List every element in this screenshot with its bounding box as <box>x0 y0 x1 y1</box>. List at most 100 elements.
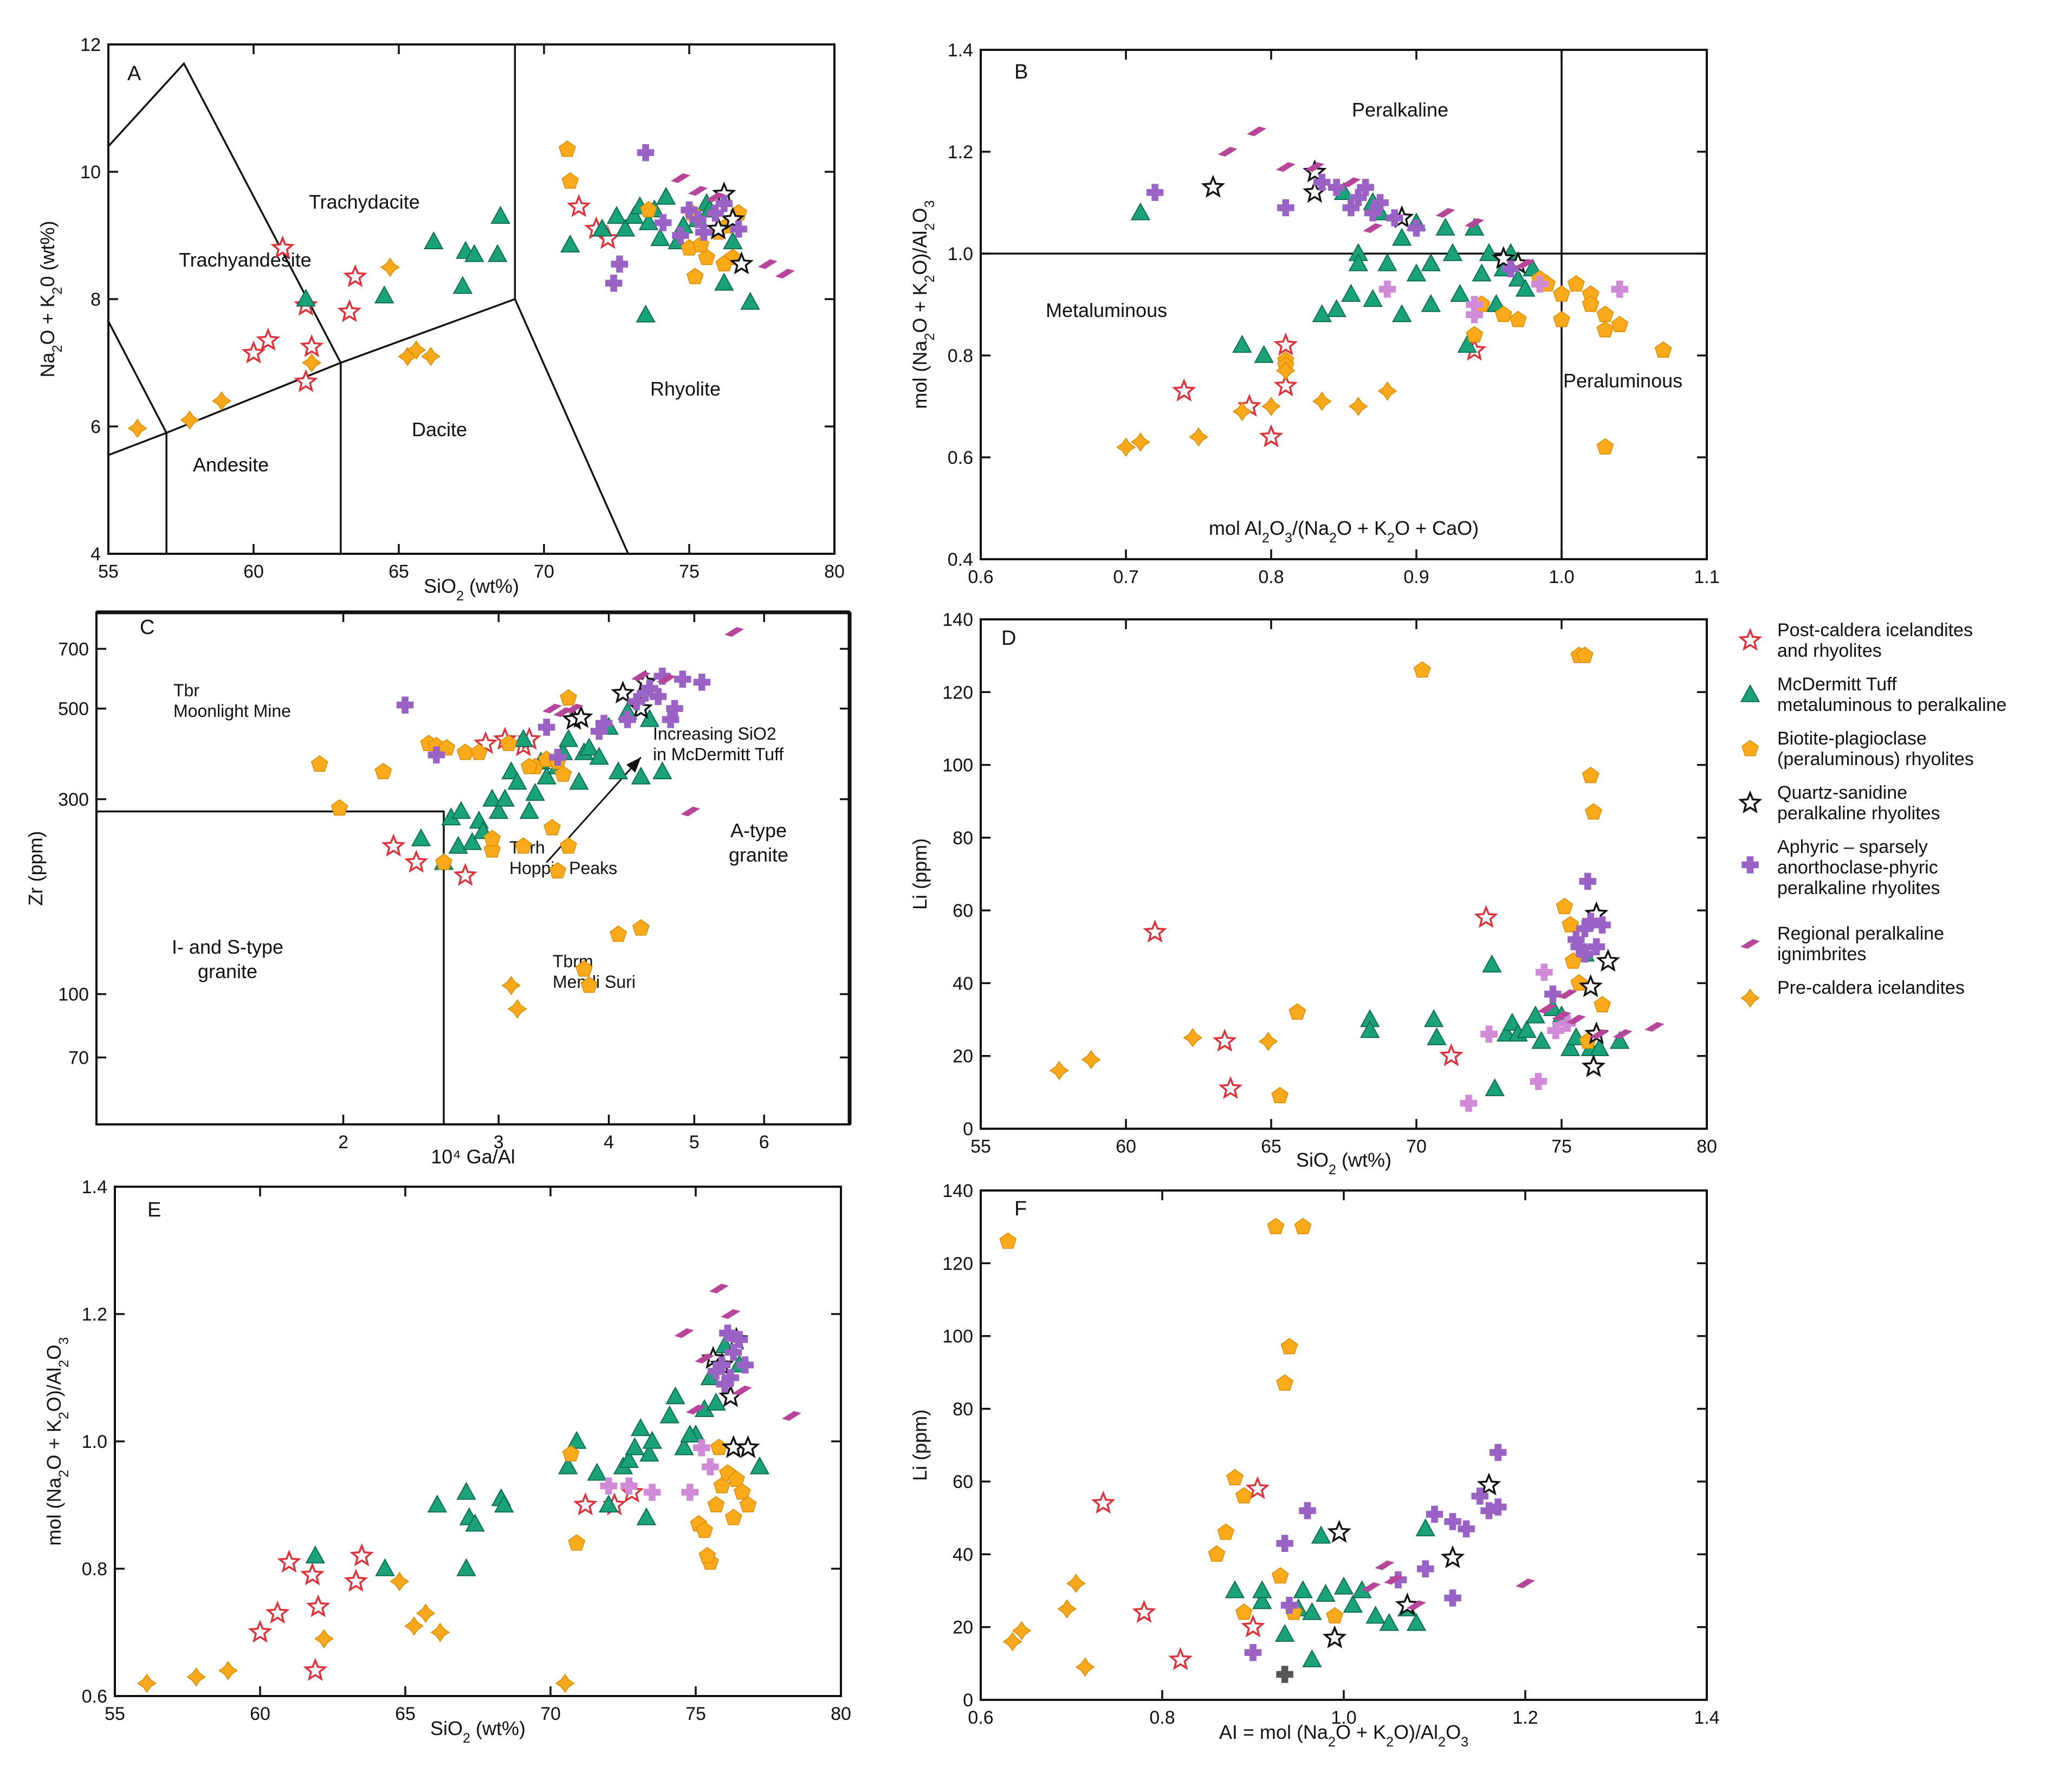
point-aphyric <box>662 711 679 728</box>
point-aphyric <box>724 1343 742 1361</box>
point-post-caldera <box>1171 378 1196 402</box>
point-regional <box>695 1354 715 1364</box>
point-post-caldera <box>1218 1076 1243 1099</box>
point-regional <box>1247 126 1267 137</box>
point-mcdermitt <box>1457 334 1477 353</box>
point-mcdermitt <box>1348 253 1368 271</box>
point-mcdermitt <box>1482 954 1502 973</box>
point-mcdermitt <box>411 828 431 846</box>
point-post-caldera <box>256 327 281 351</box>
point-post-caldera <box>573 1492 598 1516</box>
point-post-caldera <box>473 731 498 754</box>
point-biotite <box>562 1445 580 1461</box>
point-regional <box>724 627 744 637</box>
axis-ticks-d: 55 60 65 70 75 80 0 20 40 60 80 100 120 140 <box>942 610 1717 1157</box>
panel-a: 55 60 65 70 75 80 4 6 8 10 12 SiO2 (wt%) Na2O + K20 … <box>36 35 845 604</box>
x-tick-label: 75 <box>679 561 700 582</box>
point-biotite <box>1271 1086 1288 1104</box>
arrow-head <box>626 757 641 773</box>
x-tick-label: 55 <box>970 1136 991 1157</box>
data-points-d <box>1049 646 1665 1112</box>
point-aphyric <box>722 1369 740 1387</box>
point-aphyric <box>1444 1513 1461 1530</box>
point-biotite <box>543 819 561 836</box>
point-biotite <box>999 1232 1017 1249</box>
point-mcdermitt <box>507 772 527 790</box>
x-axis-label: SiO2 (wt%) <box>430 1717 526 1746</box>
point-post-caldera <box>1439 1043 1464 1066</box>
point-aphyric-light <box>643 1484 661 1501</box>
point-regional <box>775 269 795 279</box>
point-mcdermitt <box>1515 279 1536 297</box>
point-pre-caldera <box>416 1603 436 1623</box>
point-pre-caldera <box>1348 397 1368 416</box>
point-mcdermitt <box>652 761 672 780</box>
plot-frame-d <box>980 618 1708 1130</box>
point-mcdermitt <box>1254 345 1274 363</box>
point-mcdermitt <box>451 801 471 819</box>
point-aphyric <box>628 693 645 710</box>
x-tick-label: 0.6 <box>968 567 993 587</box>
point-biotite <box>1226 1468 1244 1485</box>
point-aphyric <box>1299 1502 1316 1519</box>
point-biotite <box>575 960 593 977</box>
y-tick-label: 20 <box>953 1617 973 1638</box>
point-aphyric-light <box>600 1477 617 1494</box>
point-aphyric-light <box>1611 281 1628 298</box>
annotation-label: Tbr <box>173 681 199 700</box>
point-regional <box>1363 223 1383 233</box>
point-mcdermitt <box>1392 304 1412 322</box>
point-mcdermitt <box>599 1494 619 1513</box>
legend-label: Quartz-sanidine <box>1777 782 1907 803</box>
x-axis-label: 10⁴ Ga/Al <box>431 1146 515 1168</box>
x-tick-label: 60 <box>243 561 264 582</box>
axis-ticks-c: 2 3 4 5 6 70 100 300 500 700 <box>58 612 850 1153</box>
point-mcdermitt <box>1508 268 1528 287</box>
point-mcdermitt <box>619 1450 639 1468</box>
point-quartz-sanidine <box>1395 1592 1420 1616</box>
point-biotite <box>554 765 572 782</box>
point-mcdermitt <box>636 305 656 323</box>
point-regional <box>542 703 562 714</box>
point-pre-caldera <box>127 418 147 438</box>
point-regional <box>1407 1600 1426 1610</box>
point-aphyric-light <box>1378 281 1396 298</box>
point-aphyric <box>1276 1535 1293 1552</box>
point-mcdermitt <box>589 747 609 765</box>
point-biotite <box>1276 1374 1293 1391</box>
point-mcdermitt <box>706 1393 726 1411</box>
point-biotite <box>483 830 501 846</box>
x-tick-label: 4 <box>604 1132 614 1153</box>
point-aphyric <box>1386 209 1403 227</box>
point-biotite <box>1271 1567 1289 1584</box>
point-aphyric <box>713 1356 730 1374</box>
point-mcdermitt <box>587 1463 607 1481</box>
point-biotite <box>515 837 532 854</box>
point-aphyric <box>1426 1505 1443 1523</box>
data-points-a <box>127 140 795 438</box>
point-biotite <box>707 1496 725 1512</box>
point-aphyric <box>695 223 713 241</box>
point-mcdermitt <box>740 292 760 310</box>
point-mcdermitt <box>1472 263 1492 282</box>
point-mcdermitt <box>1406 1613 1427 1631</box>
y-tick-label: 1.0 <box>948 244 973 264</box>
point-pre-caldera <box>1275 361 1296 381</box>
point-pre-caldera <box>186 1667 206 1687</box>
x-tick-label: 80 <box>831 1704 851 1724</box>
annotation-label: Moonlight Mine <box>173 701 291 721</box>
point-mcdermitt <box>1427 1027 1447 1045</box>
y-tick-label: 300 <box>58 790 89 810</box>
point-quartz-sanidine <box>721 206 745 230</box>
panel-e: 55 60 65 70 75 80 0.6 0.8 1.0 1.2 1.4 SiO2 (wt%) mol… <box>43 1177 851 1746</box>
point-mcdermitt <box>427 1494 448 1513</box>
panel-c: 2 3 4 5 6 70 100 300 500 700 10⁴ Ga/Al Zr (ppm) C I- … <box>24 610 852 1168</box>
point-biotite <box>1553 310 1570 327</box>
point-aphyric <box>1588 938 1605 955</box>
panel-f: 0.6 0.8 1.0 1.2 1.4 0 20 40 60 80 100 120 140 AI = mo… <box>909 1181 1720 1750</box>
point-post-caldera <box>299 334 324 358</box>
point-mcdermitt <box>448 836 468 854</box>
point-mcdermitt <box>639 709 660 727</box>
